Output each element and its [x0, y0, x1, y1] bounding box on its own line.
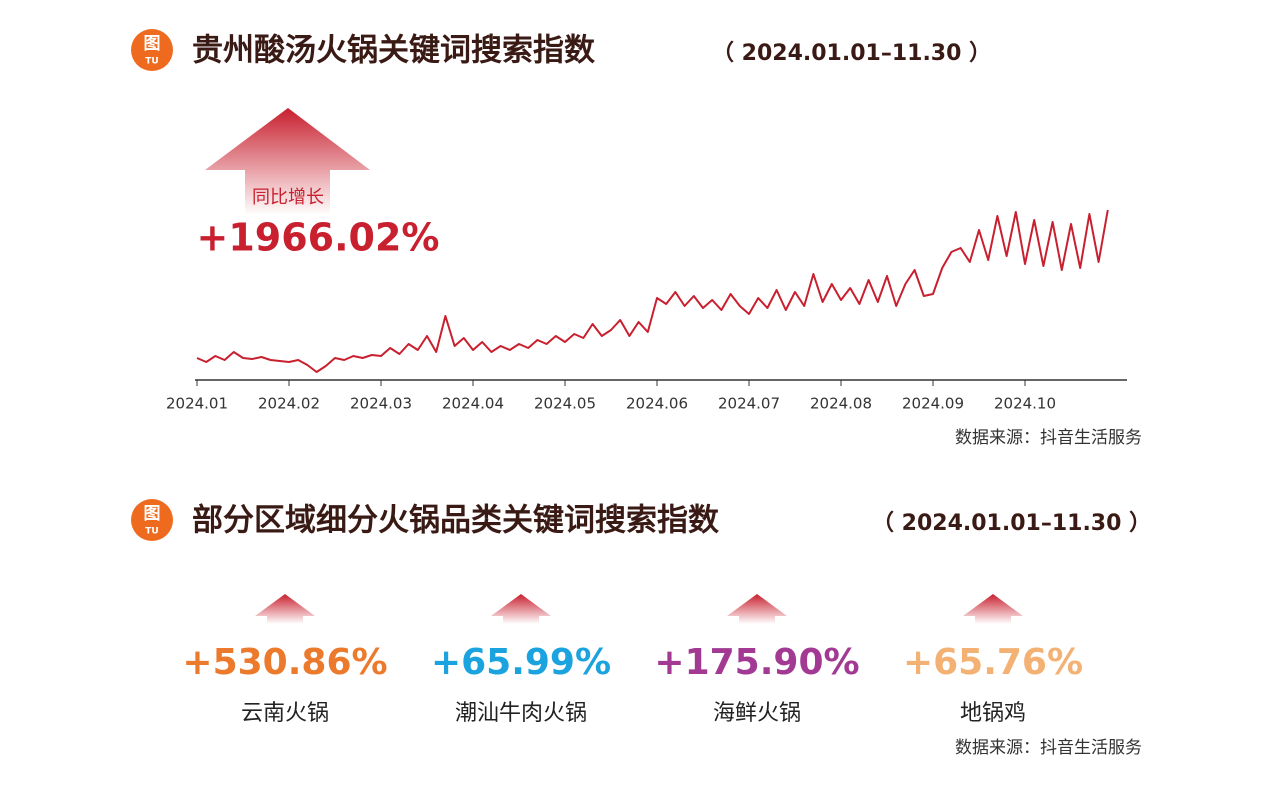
line-chart: 2024.01 2024.02 2024.03 2024.04 2024.05 2024.… [166, 209, 1127, 413]
item-value: +65.76% [903, 642, 1083, 683]
item-label: 海鲜火锅 [713, 701, 801, 726]
growth-value: +1966.02% [197, 216, 440, 260]
date-range: （ 2024.01.01–11.30 ） [712, 41, 991, 66]
item-value: +175.90% [654, 642, 859, 683]
x-tick-label: 2024.02 [258, 395, 320, 413]
badge-sub: TU [145, 527, 158, 537]
x-tick-label: 2024.07 [718, 395, 780, 413]
growth-arrow [255, 594, 315, 624]
badge-char: 图 [144, 34, 161, 54]
category-items: +530.86% 云南火锅 +65.99% 潮汕牛肉火锅 +175.90% 海鲜火锅 +65… [182, 594, 1083, 726]
line-series [196, 209, 1109, 373]
date-range: （ 2024.01.01–11.30 ） [872, 511, 1151, 536]
source: 数据来源：抖音生活服务 [955, 428, 1142, 448]
badge: 图 TU [131, 499, 173, 541]
badge-char: 图 [144, 504, 161, 524]
item-label: 潮汕牛肉火锅 [455, 701, 587, 726]
item-value: +530.86% [182, 642, 387, 683]
x-tick-label: 2024.09 [902, 395, 964, 413]
growth-arrow [727, 594, 787, 624]
x-tick-label: 2024.06 [626, 395, 688, 413]
x-tick-label: 2024.10 [994, 395, 1056, 413]
section-title: 部分区域细分火锅品类关键词搜索指数 [192, 503, 719, 539]
badge-sub: TU [145, 57, 158, 67]
item-label: 地锅鸡 [960, 701, 1026, 726]
x-tick-label: 2024.03 [350, 395, 412, 413]
growth-arrow [963, 594, 1023, 624]
section-title: 贵州酸汤火锅关键词搜索指数 [192, 33, 595, 69]
item-value: +65.99% [431, 642, 611, 683]
x-tick-label: 2024.05 [534, 395, 596, 413]
x-tick-label: 2024.08 [810, 395, 872, 413]
growth-arrow [205, 108, 370, 215]
growth-label: 同比增长 [252, 187, 324, 208]
x-tick-label: 2024.01 [166, 395, 228, 413]
item-label: 云南火锅 [241, 701, 329, 726]
badge: 图 TU [131, 29, 173, 71]
growth-arrow [491, 594, 551, 624]
source: 数据来源：抖音生活服务 [955, 738, 1142, 758]
x-tick-label: 2024.04 [442, 395, 504, 413]
